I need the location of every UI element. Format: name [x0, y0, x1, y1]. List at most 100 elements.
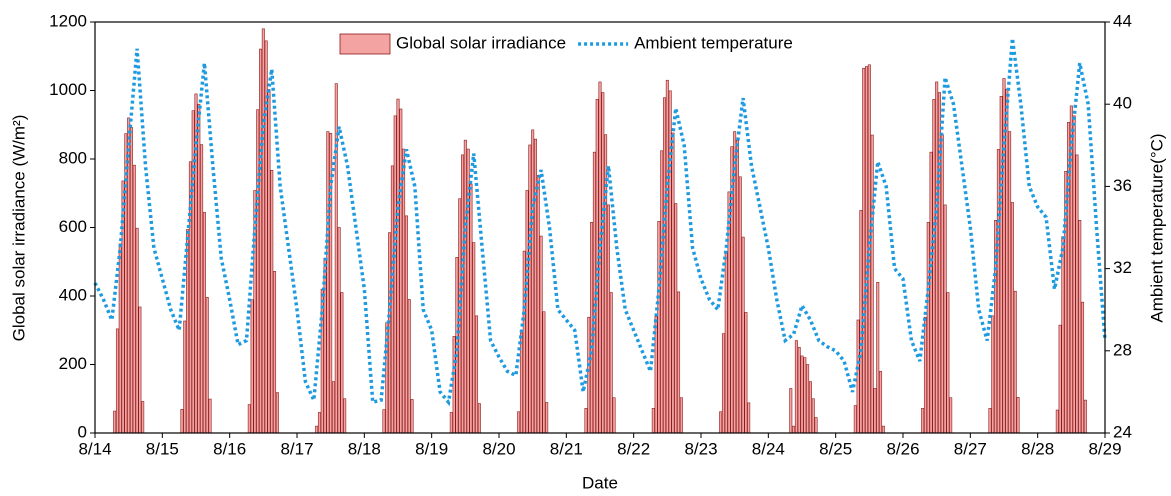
bar: [663, 97, 667, 434]
bar: [202, 212, 206, 434]
bar: [923, 316, 927, 434]
bar: [115, 328, 119, 434]
bar: [733, 131, 737, 434]
x-tick-label: 8/22: [617, 439, 650, 458]
y2-tick-label: 40: [1113, 94, 1132, 113]
bar: [320, 288, 324, 434]
bar: [879, 371, 883, 434]
bar: [873, 388, 877, 434]
bar: [853, 405, 857, 434]
bar: [517, 411, 521, 434]
bar: [132, 164, 136, 434]
bar: [261, 28, 265, 434]
bar: [194, 93, 198, 434]
bar: [525, 190, 529, 434]
bar: [803, 357, 807, 434]
bar: [811, 398, 815, 434]
bar: [331, 381, 335, 434]
bar: [1016, 397, 1020, 434]
bar: [1067, 122, 1071, 434]
bar: [461, 154, 465, 434]
bar: [1010, 202, 1014, 434]
bar: [402, 148, 406, 434]
bar: [141, 401, 145, 434]
y-tick-label: 1200: [49, 11, 87, 30]
bar: [183, 320, 187, 434]
x-tick-label: 8/28: [1021, 439, 1054, 458]
bar: [334, 83, 338, 434]
bar: [337, 227, 341, 434]
bar: [1078, 220, 1082, 434]
y-axis-label: Global solar irradiance (W/m²): [9, 115, 28, 342]
bar: [118, 243, 122, 434]
bar: [113, 410, 117, 434]
bar: [744, 312, 748, 434]
bar: [186, 229, 190, 434]
bar: [789, 388, 793, 434]
bar: [396, 98, 400, 434]
bar: [929, 151, 933, 434]
bar: [721, 333, 725, 434]
bar: [1083, 399, 1087, 434]
y2-tick-label: 36: [1113, 176, 1132, 195]
bar: [606, 204, 610, 434]
y2-tick-label: 24: [1113, 422, 1132, 441]
bar: [1072, 115, 1076, 434]
bar: [797, 347, 801, 434]
bar: [671, 132, 675, 434]
bar: [865, 66, 869, 434]
bar: [800, 355, 804, 434]
temperature-line: [93, 38, 1107, 407]
bar: [735, 140, 739, 434]
bar: [407, 299, 411, 434]
bar: [856, 319, 860, 434]
bar: [991, 315, 995, 434]
x-tick-label: 8/16: [213, 439, 246, 458]
bar: [399, 108, 403, 434]
x-tick-label: 8/17: [280, 439, 313, 458]
bar: [329, 133, 333, 434]
bar: [267, 89, 271, 434]
bar: [200, 144, 204, 434]
y-tick-label: 200: [59, 354, 87, 373]
bar: [792, 425, 796, 434]
bar: [259, 48, 263, 434]
bar: [463, 139, 467, 434]
bar: [679, 397, 683, 434]
bar: [612, 397, 616, 434]
bar: [870, 134, 874, 434]
bar: [469, 183, 473, 434]
bar: [247, 404, 251, 434]
x-tick-label: 8/26: [886, 439, 919, 458]
bar: [741, 236, 745, 434]
bar: [1005, 88, 1009, 434]
y-tick-label: 400: [59, 285, 87, 304]
bar: [127, 117, 131, 434]
bar: [343, 398, 347, 434]
bar: [256, 109, 260, 434]
bar: [657, 221, 661, 434]
bar: [794, 340, 798, 434]
bar: [926, 222, 930, 434]
x-tick-label: 8/25: [819, 439, 852, 458]
bar: [595, 99, 599, 434]
bar: [724, 251, 728, 434]
bar: [197, 103, 201, 434]
bar: [477, 403, 481, 434]
bar: [1013, 290, 1017, 434]
bar: [250, 299, 254, 434]
bar: [475, 315, 479, 434]
legend-label: Global solar irradiance: [396, 33, 566, 52]
bar: [949, 397, 953, 434]
bar: [542, 311, 546, 434]
bar: [536, 175, 540, 434]
bar: [1075, 154, 1079, 434]
bar: [273, 271, 277, 434]
bar: [472, 242, 476, 434]
bar: [528, 144, 532, 434]
y2-tick-label: 44: [1113, 11, 1132, 30]
x-tick-label: 8/20: [482, 439, 515, 458]
x-tick-label: 8/23: [684, 439, 717, 458]
bar: [946, 292, 950, 434]
y2-tick-label: 32: [1113, 258, 1132, 277]
